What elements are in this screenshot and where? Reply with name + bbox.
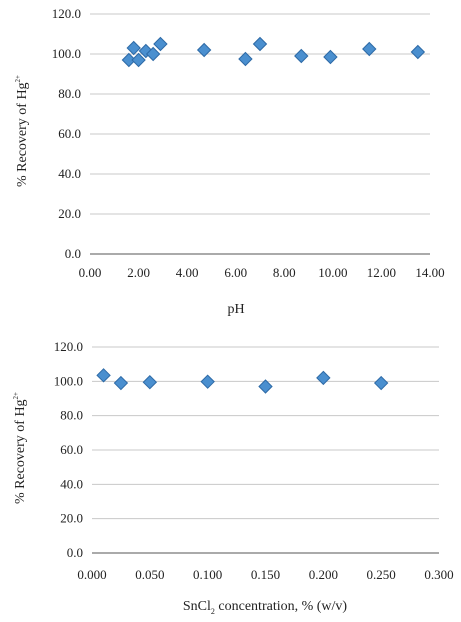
chart-ph-data-point [238,51,253,67]
chart-ph-data-point [126,40,141,56]
chart-ph-data-point [362,41,377,57]
chart-ph-x-tick-labels: 0.00 2.00 4.00 6.00 8.00 10.00 12.00 14.00 [79,265,445,280]
chart-ph-x-tick-label: 14.00 [415,265,444,280]
chart-ph-data-point [323,49,338,65]
chart-ph-data-point [153,36,168,52]
chart-sncl2-y-tick-label: 40.0 [60,476,83,491]
chart-sncl2-x-tick-label: 0.100 [193,567,222,582]
chart-sncl2-data-point [113,375,129,391]
chart-ph-data-point [121,52,137,68]
chart-ph-x-tick-label: 4.00 [176,265,199,280]
chart-sncl2-data-point [200,374,215,389]
chart-sncl2-y-tick-label: 100.0 [54,373,83,388]
chart-sncl2-points [96,368,389,394]
chart-ph-y-tick-label: 0.0 [65,246,81,261]
chart-ph-x-axis-title: pH [227,302,244,317]
chart-sncl2-x-axis-title: SnCl2 concentration, % (w/v) [183,599,348,616]
chart-ph-y-tick-label: 80.0 [58,86,81,101]
chart-ph: 0.0 20.0 40.0 60.0 80.0 100.0 120.0 0.00 2.00 4.… [14,6,445,317]
chart-sncl2-y-axis-title-sup: 2+ [12,392,20,400]
chart-sncl2-data-point [96,368,111,383]
chart-sncl2-y-axis-title: % Recovery of Hg2+ [12,392,28,504]
chart-ph-data-point [196,42,212,58]
chart-sncl2-y-axis-title-main: % Recovery of Hg [13,399,28,504]
chart-ph-x-tick-label: 2.00 [127,265,150,280]
chart-ph-x-tick-label: 10.00 [318,265,347,280]
chart-sncl2-x-tick-label: 0.150 [251,567,280,582]
chart-ph-y-axis-title-main: % Recovery of Hg [15,82,30,187]
chart-ph-y-tick-label: 40.0 [58,166,81,181]
chart-sncl2-gridlines [92,346,439,520]
chart-sncl2: 0.0 20.0 40.0 60.0 80.0 100.0 120.0 0.000 0.050… [12,339,454,616]
chart-sncl2-x-tick-labels: 0.000 0.050 0.100 0.150 0.200 0.250 0.300 [77,567,453,582]
chart-ph-data-point [252,36,268,52]
chart-sncl2-y-tick-label: 20.0 [60,511,83,526]
chart-ph-x-tick-label: 12.00 [367,265,396,280]
chart-sncl2-x-tick-label: 0.300 [424,567,453,582]
chart-ph-y-axis-title-sup: 2+ [14,75,22,83]
chart-ph-x-tick-label: 0.00 [79,265,102,280]
chart-ph-data-point [145,46,161,62]
chart-sncl2-y-tick-label: 0.0 [67,545,83,560]
chart-ph-data-point [294,48,309,64]
chart-sncl2-y-tick-label: 80.0 [60,408,83,423]
chart-sncl2-data-point [258,379,273,394]
chart-sncl2-x-tick-label: 0.200 [309,567,338,582]
chart-sncl2-data-point [373,375,389,391]
chart-sncl2-x-tick-label: 0.250 [367,567,396,582]
chart-sncl2-y-tick-label: 120.0 [54,339,83,354]
chart-sncl2-x-tick-label: 0.000 [77,567,106,582]
chart-ph-y-tick-label: 120.0 [52,6,81,21]
chart-ph-y-tick-label: 20.0 [58,206,81,221]
chart-ph-x-tick-label: 6.00 [224,265,247,280]
chart-sncl2-x-axis-title-sub: 2 [211,607,215,616]
chart-sncl2-x-axis-title-suffix: concentration, % (w/v) [215,599,348,614]
chart-sncl2-data-point [142,374,158,390]
chart-ph-y-tick-labels: 0.0 20.0 40.0 60.0 80.0 100.0 120.0 [52,6,81,261]
chart-sncl2-data-point [316,370,331,386]
chart-ph-x-tick-label: 8.00 [273,265,296,280]
chart-sncl2-y-tick-label: 60.0 [60,442,83,457]
chart-ph-data-point [131,52,146,68]
chart-sncl2-x-axis-title-prefix: SnCl [183,599,211,614]
chart-ph-points [121,36,426,68]
chart-ph-y-tick-label: 100.0 [52,46,81,61]
chart-sncl2-x-tick-label: 0.050 [135,567,164,582]
chart-ph-y-axis-title: % Recovery of Hg2+ [14,75,30,187]
chart-ph-y-tick-label: 60.0 [58,126,81,141]
chart-ph-data-point [410,44,426,60]
chart-sncl2-y-tick-labels: 0.0 20.0 40.0 60.0 80.0 100.0 120.0 [54,339,83,560]
